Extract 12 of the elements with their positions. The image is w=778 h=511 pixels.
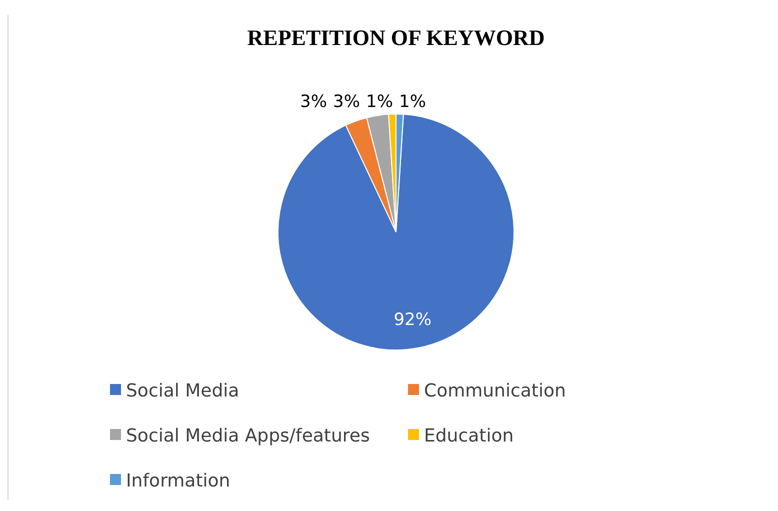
data-label: 1%	[399, 92, 426, 112]
legend-label: Information	[126, 470, 230, 492]
chart-title: REPETITION OF KEYWORD	[247, 25, 545, 50]
data-label: 3%	[300, 92, 328, 112]
legend-label: Social Media	[126, 380, 240, 402]
data-label: 1%	[366, 92, 393, 112]
legend-label: Social Media Apps/features	[126, 425, 370, 446]
legend-label: Education	[424, 425, 514, 446]
data-label: 3%	[333, 92, 360, 112]
data-label: 92%	[394, 310, 432, 330]
legend-label: Communication	[424, 380, 566, 402]
pie-slice	[278, 114, 514, 350]
